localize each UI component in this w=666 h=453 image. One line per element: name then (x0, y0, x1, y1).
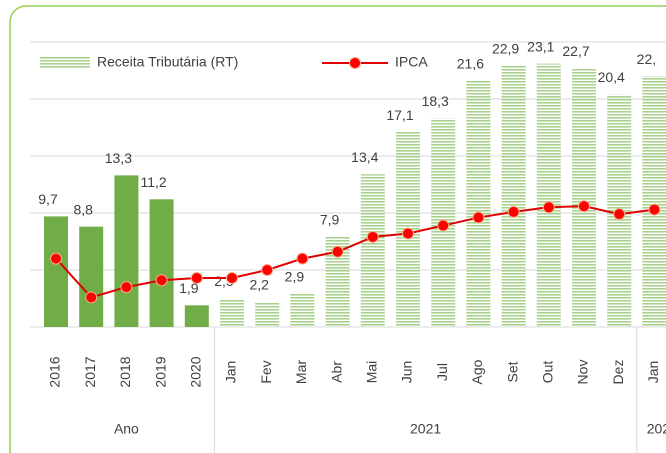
x-tick-label: 2018 (117, 356, 133, 387)
marker (507, 205, 520, 218)
marker (402, 227, 414, 240)
bar (44, 216, 68, 327)
data-label: 23,1 (527, 38, 554, 54)
x-tick-label: 2020 (188, 356, 204, 387)
x-tick-label: Jan (223, 361, 239, 384)
data-label: 22,9 (492, 41, 519, 57)
marker (578, 200, 590, 213)
data-label: 13,4 (351, 149, 378, 165)
bar (290, 293, 315, 327)
bar (642, 76, 666, 327)
x-tick-label: 2016 (47, 356, 63, 387)
marker (542, 201, 555, 214)
bar (501, 65, 526, 327)
x-tick-label: Nov (575, 360, 591, 385)
bar (466, 80, 491, 327)
marker (50, 252, 62, 265)
marker (85, 291, 98, 304)
data-label: 21,6 (457, 55, 484, 71)
legend-label: Receita Tributária (RT) (97, 54, 238, 70)
bar (79, 226, 104, 327)
bar (184, 305, 209, 327)
bar (572, 68, 596, 327)
data-label: 20,4 (598, 69, 625, 85)
bar (255, 301, 280, 327)
marker (190, 271, 203, 284)
bar (536, 63, 561, 327)
data-label: 8,8 (73, 201, 93, 217)
legend-label: IPCA (395, 54, 428, 70)
x-tick-label: Out (540, 361, 556, 384)
marker (155, 274, 168, 287)
marker (648, 203, 661, 216)
marker (120, 281, 133, 294)
marker (472, 211, 485, 224)
x-tick-label: 2017 (82, 356, 98, 387)
data-label: 22, (637, 51, 656, 67)
chart-frame (9, 5, 666, 453)
x-tick-label: Fev (258, 360, 274, 383)
x-tick-label: Jul (434, 363, 450, 381)
data-label: 13,3 (105, 150, 132, 166)
data-label: 1,9 (179, 280, 199, 296)
x-tick-label: Mar (293, 360, 309, 384)
marker (331, 245, 344, 258)
x-tick-label: Jun (399, 361, 415, 384)
bar (220, 298, 244, 327)
bar (114, 175, 139, 327)
legend-marker (349, 57, 361, 69)
marker (613, 208, 626, 221)
data-label: 2,9 (285, 269, 305, 285)
data-label: 22,7 (562, 43, 589, 59)
x-tick-label: Jan (645, 361, 661, 384)
data-label: 17,1 (386, 107, 413, 123)
legend-swatch (40, 56, 90, 69)
marker (437, 219, 450, 232)
marker (226, 271, 238, 284)
bar (149, 199, 174, 327)
marker (261, 264, 274, 276)
x-tick-label: Set (504, 361, 520, 382)
data-label: 2,2 (249, 277, 269, 293)
group-label: 202 (647, 421, 666, 437)
data-label: 11,2 (140, 174, 166, 190)
bar (360, 174, 385, 327)
x-tick-label: Dez (610, 360, 626, 385)
data-label: 9,7 (38, 191, 58, 207)
group-label: Ano (114, 421, 139, 437)
marker (366, 230, 379, 243)
marker (296, 252, 309, 265)
x-tick-label: Abr (328, 361, 344, 383)
group-label: 2021 (410, 421, 441, 437)
x-tick-label: Mai (364, 361, 380, 384)
x-tick-label: 2019 (152, 356, 168, 387)
data-label: 18,3 (422, 93, 449, 109)
x-tick-label: Ago (469, 359, 485, 384)
data-label: 7,9 (320, 212, 340, 228)
